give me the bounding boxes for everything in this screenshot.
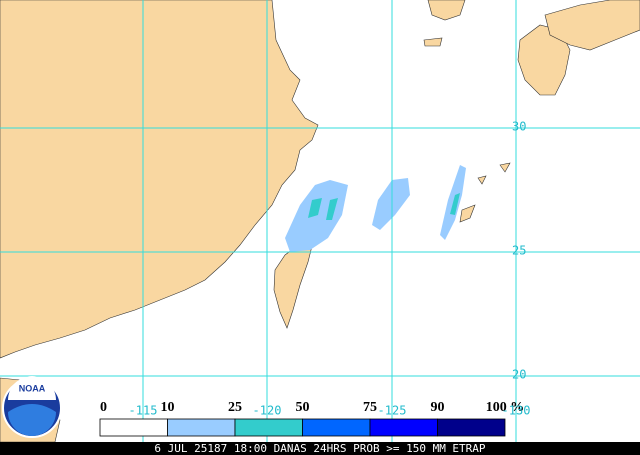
legend-label: 0: [100, 400, 107, 415]
longitude-label: -115: [129, 404, 158, 418]
ryukyu-islands: [459, 162, 511, 223]
logo-wave: [8, 404, 56, 436]
legend: 0 10 25 50 75 90 100 %: [99, 400, 525, 437]
legend-label: 100 %: [486, 400, 525, 415]
legend-swatch: [302, 418, 371, 437]
logo-text: NOAA: [19, 383, 46, 393]
precip-area: [372, 178, 410, 230]
legend-swatch: [369, 418, 438, 437]
noaa-logo: NOAA: [2, 376, 62, 438]
legend-label: 90: [431, 400, 445, 415]
longitude-label: -125: [378, 404, 407, 418]
japan-honshu: [544, 0, 640, 51]
tsushima-islands: [423, 37, 443, 47]
precip-area: [440, 165, 466, 240]
legend-swatch: [437, 418, 506, 437]
legend-swatch: [167, 418, 236, 437]
korea: [427, 0, 466, 21]
legend-label: 10: [161, 400, 175, 415]
legend-label: 25: [228, 400, 242, 415]
latitude-label: 25: [512, 244, 526, 258]
legend-label: 50: [296, 400, 310, 415]
mainland-china: [0, 0, 319, 359]
footer-bar: [0, 442, 640, 455]
legend-label: 75: [363, 400, 377, 415]
latitude-label: 20: [512, 368, 526, 382]
latitude-label: 30: [512, 120, 526, 134]
logo-upper: [8, 376, 56, 400]
precip-area: [285, 180, 348, 252]
longitude-label: -120: [253, 404, 282, 418]
footer-text: 6 JUL 25187 18:00 DANAS 24HRS PROB >= 15…: [154, 442, 486, 455]
longitude-label: -130: [502, 404, 531, 418]
legend-swatch: [99, 418, 168, 437]
taiwan: [273, 243, 313, 329]
legend-swatch: [234, 418, 303, 437]
graticule: [0, 0, 640, 442]
